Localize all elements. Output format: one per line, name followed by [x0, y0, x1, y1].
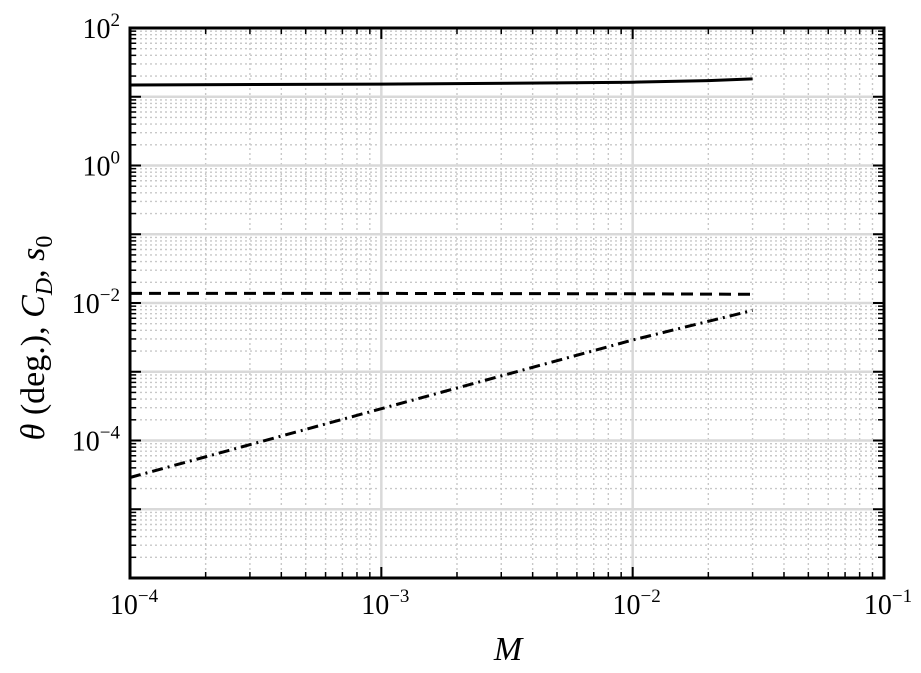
tick-labels: 10−4 10−3 10−2 10−1 102 100 10−2 10−4: [72, 10, 912, 621]
y-title-theta: θ: [15, 424, 52, 441]
x-tick-label: 10−4: [110, 586, 159, 621]
x-tick-label: 10−2: [613, 586, 661, 621]
y-title-cd: C: [15, 295, 52, 318]
y-title-comma: ,: [15, 261, 52, 278]
x-tick-label: 10−3: [361, 586, 409, 621]
series-line-dashdot: [129, 308, 753, 479]
y-tick-label: 10−4: [72, 423, 121, 458]
y-axis-title: θ (deg.), CD, s0: [15, 236, 58, 441]
x-tick-label: 10−1: [864, 586, 912, 621]
y-title-s: s: [15, 248, 52, 261]
series-line-dashed: [130, 291, 753, 296]
y-title-s-sub: 0: [32, 236, 58, 248]
series-layer: [129, 77, 753, 479]
y-tick-label: 10−2: [72, 285, 120, 320]
y-title-deg: (deg.),: [15, 318, 52, 424]
x-axis-title: M: [493, 631, 524, 668]
series-line-solid: [129, 77, 753, 87]
svg-text:θ (deg.), CD, s0: θ (deg.), CD, s0: [15, 236, 58, 441]
major-grid: [130, 28, 884, 578]
plot-frame: [128, 26, 886, 580]
y-tick-label: 100: [83, 148, 121, 183]
y-title-cd-sub: D: [32, 278, 58, 296]
y-tick-label: 102: [83, 10, 121, 45]
